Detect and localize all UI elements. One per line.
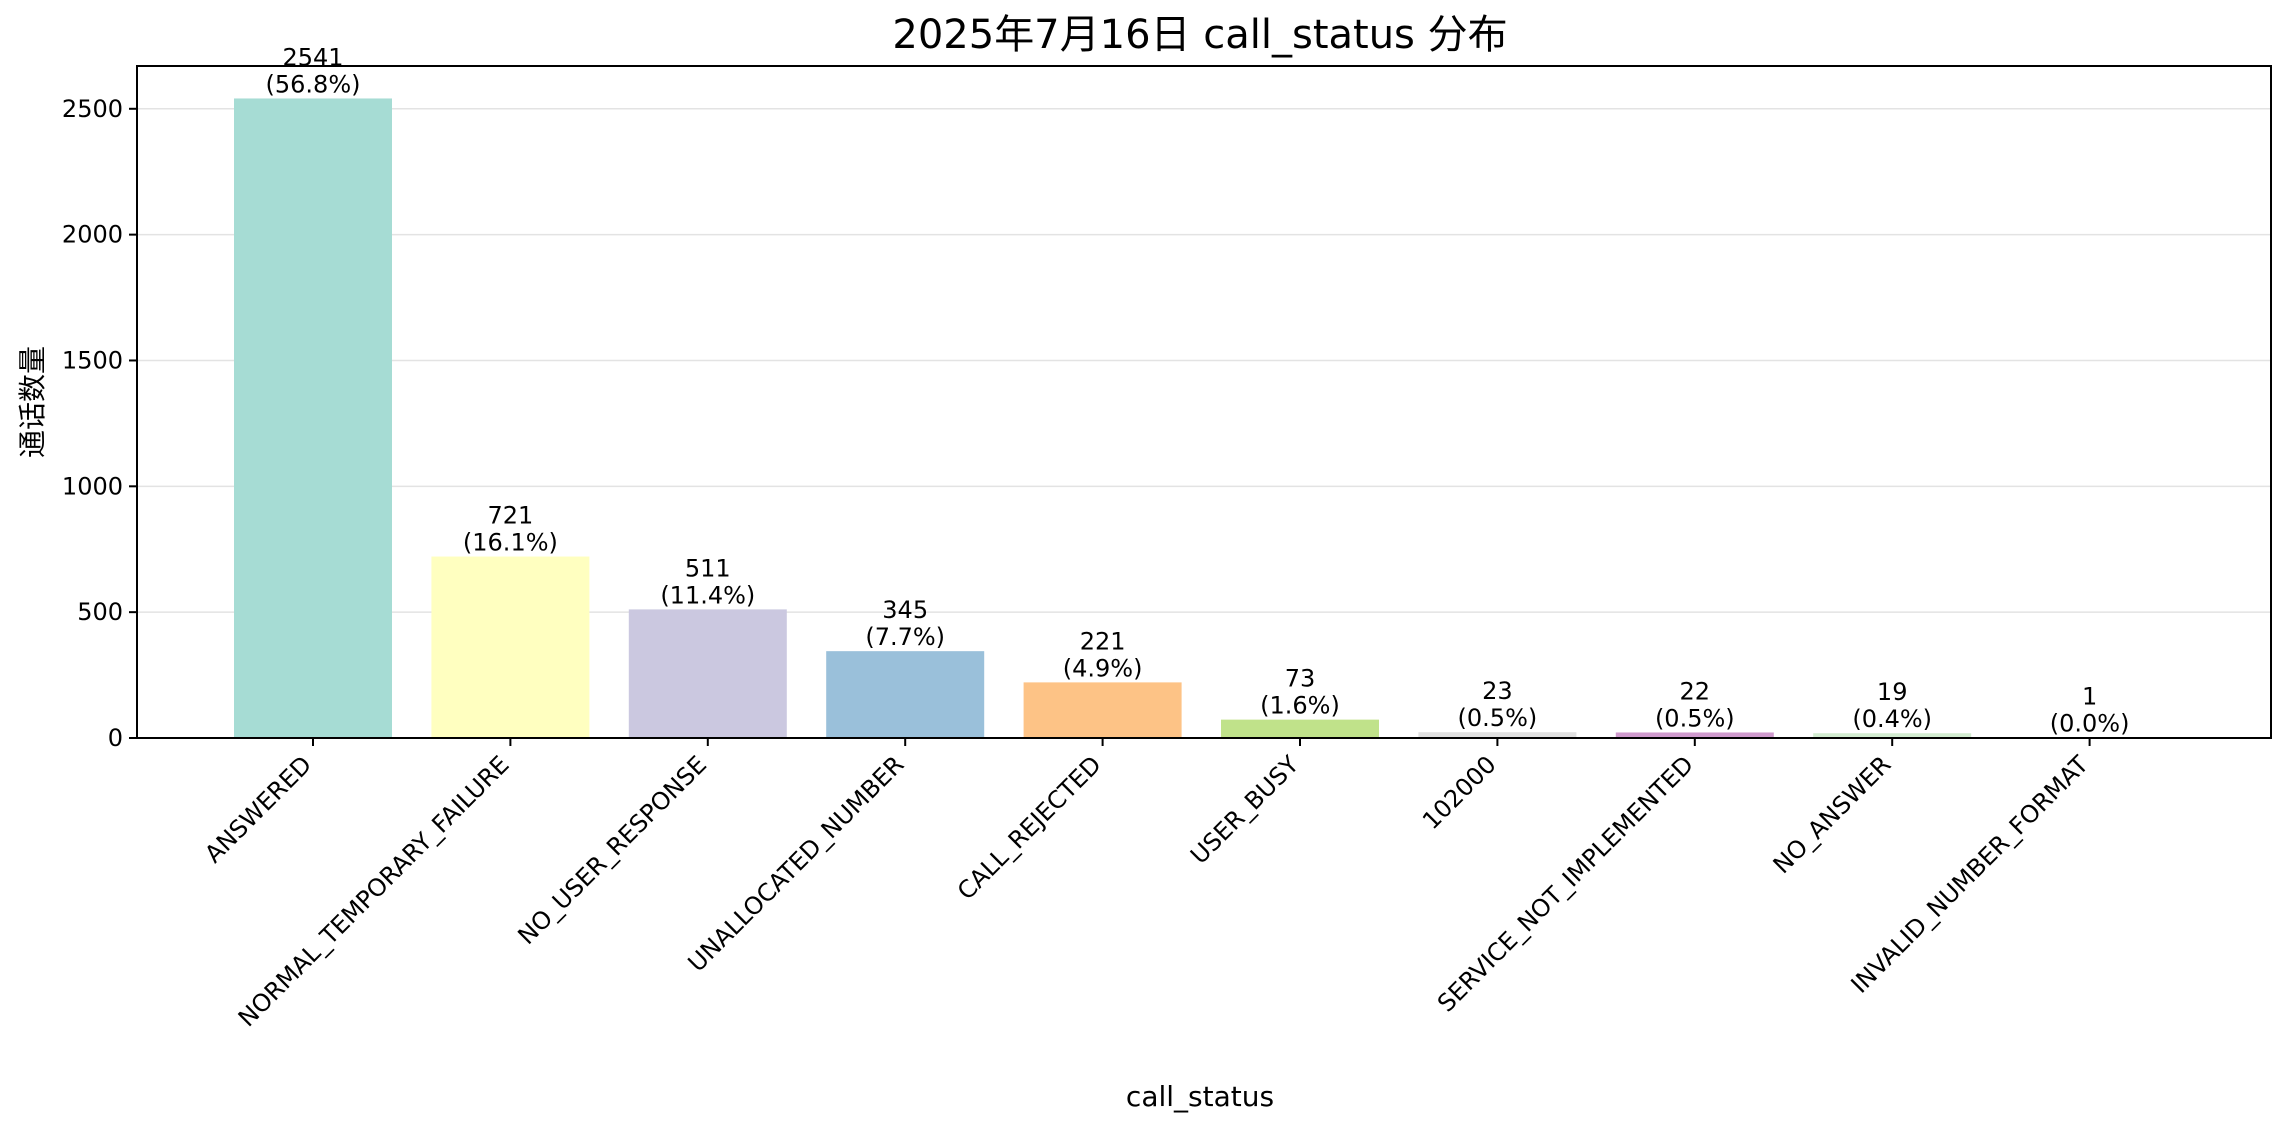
data-label-value: 345 <box>882 596 928 624</box>
data-label-percent: (0.0%) <box>2050 710 2130 738</box>
x-tick-label: NO_USER_RESPONSE <box>512 750 712 950</box>
data-label-percent: (16.1%) <box>463 529 558 557</box>
x-tick-labels: ANSWEREDNORMAL_TEMPORARY_FAILURENO_USER_… <box>199 738 2094 1032</box>
y-tick-labels: 0 500 1000 1500 2000 2500 <box>62 95 137 752</box>
data-label-value: 511 <box>685 554 731 582</box>
x-tick-label: 102000 <box>1417 750 1502 835</box>
x-axis-label: call_status <box>1126 1080 1274 1113</box>
data-label-value: 23 <box>1482 677 1513 705</box>
data-label-percent: (56.8%) <box>266 70 361 98</box>
x-tick-label: CALL_REJECTED <box>952 750 1107 905</box>
y-tick-label: 0 <box>108 724 123 752</box>
bar <box>1418 732 1577 738</box>
bar <box>826 651 985 738</box>
bars <box>234 98 2169 739</box>
y-tick-label: 1000 <box>62 472 123 500</box>
data-label-percent: (1.6%) <box>1260 692 1340 720</box>
x-tick-label: ANSWERED <box>199 750 317 868</box>
x-tick-label: NO_ANSWER <box>1768 750 1897 879</box>
x-tick-label: USER_BUSY <box>1185 750 1304 869</box>
y-tick-label: 2500 <box>62 95 123 123</box>
bar <box>431 556 590 738</box>
data-label-value: 22 <box>1680 677 1711 705</box>
plot-frame <box>136 65 2272 739</box>
x-tick-label: UNALLOCATED_NUMBER <box>683 750 910 977</box>
bar <box>1813 733 1972 738</box>
bar <box>234 98 392 739</box>
data-labels: 2541(56.8%) 721(16.1%) 511(11.4%) 345(7.7%)… <box>266 43 2130 737</box>
data-label-percent: (11.4%) <box>660 581 755 609</box>
x-tick-label: INVALID_NUMBER_FORMAT <box>1846 750 2094 998</box>
data-label-value: 1 <box>2082 683 2097 711</box>
data-label-value: 721 <box>487 502 533 530</box>
y-axis-label: 通话数量 <box>16 346 49 458</box>
data-label-percent: (4.9%) <box>1063 654 1143 682</box>
y-tick-label: 1500 <box>62 346 123 374</box>
data-label-percent: (0.5%) <box>1655 704 1735 732</box>
data-label-value: 221 <box>1080 627 1126 655</box>
data-label-value: 2541 <box>282 43 343 71</box>
bar <box>1023 682 1182 738</box>
bar <box>1615 732 1774 738</box>
y-tick-label: 2000 <box>62 221 123 249</box>
data-label-value: 19 <box>1877 678 1908 706</box>
data-label-percent: (0.5%) <box>1458 704 1538 732</box>
data-label-percent: (0.4%) <box>1852 705 1932 733</box>
chart-title: 2025年7月16日 call_status 分布 <box>892 12 1507 58</box>
data-label-value: 73 <box>1285 665 1316 693</box>
y-tick-label: 500 <box>77 598 123 626</box>
data-label-percent: (7.7%) <box>865 623 945 651</box>
bar <box>628 609 787 738</box>
bar <box>1221 719 1379 738</box>
